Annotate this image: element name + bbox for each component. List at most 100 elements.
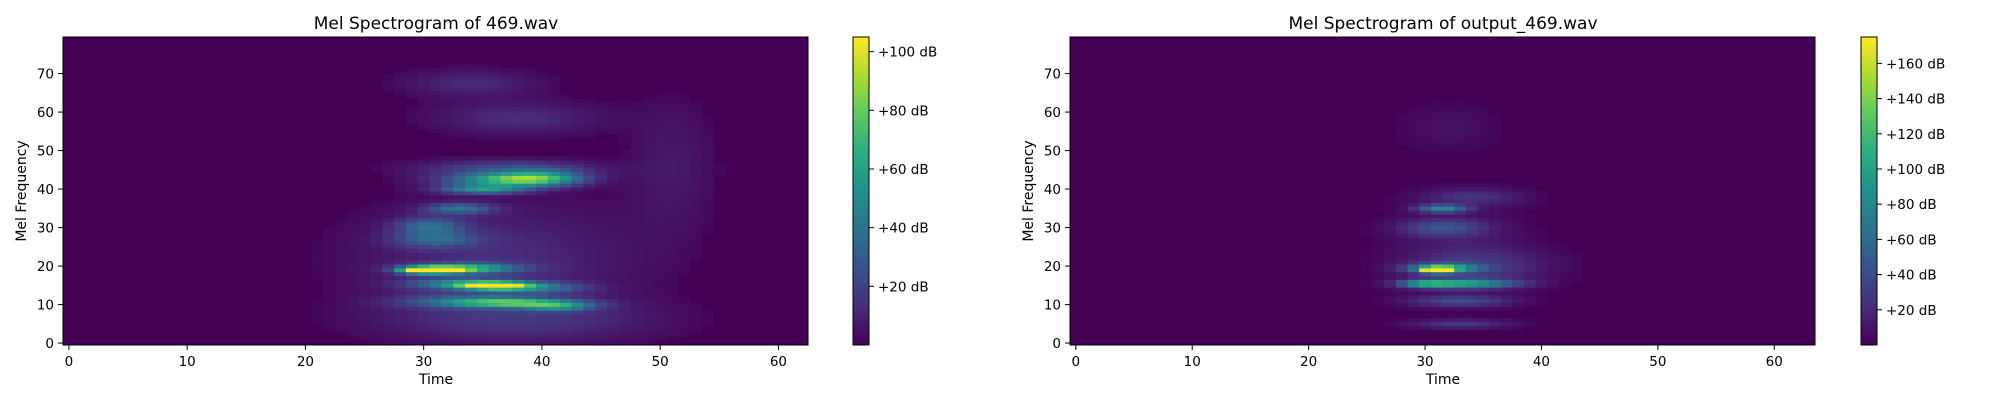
heatmap-cell — [618, 325, 631, 330]
heatmap-cell — [595, 310, 608, 315]
heatmap-cell — [488, 202, 501, 207]
heatmap-cell — [476, 310, 490, 315]
heatmap-cell — [1384, 194, 1397, 200]
heatmap-cell — [571, 156, 584, 161]
y-tick-label: 50 — [1044, 144, 1061, 160]
heatmap-cell — [405, 214, 419, 219]
heatmap-cell — [488, 79, 501, 84]
heatmap-cell — [1419, 214, 1432, 219]
heatmap-cell — [358, 318, 371, 323]
heatmap-cell — [465, 75, 478, 80]
heatmap-cell — [1407, 291, 1420, 296]
heatmap-cell — [677, 114, 691, 119]
heatmap-cell — [1419, 279, 1432, 284]
heatmap-cell — [666, 125, 679, 130]
heatmap-cell — [1419, 191, 1432, 196]
heatmap-cell — [583, 260, 596, 265]
heatmap-cell — [1500, 275, 1513, 280]
heatmap-cell — [500, 321, 513, 327]
heatmap-cell — [429, 321, 442, 327]
heatmap-cell — [1430, 237, 1443, 242]
heatmap-cell — [346, 233, 359, 238]
heatmap-cell — [512, 198, 525, 203]
heatmap-cell — [547, 156, 561, 161]
heatmap-cell — [524, 202, 537, 207]
heatmap-cell — [311, 244, 324, 250]
heatmap-cell — [358, 221, 371, 226]
heatmap-cell — [370, 329, 383, 334]
heatmap-cell — [394, 271, 407, 277]
heatmap-cell — [654, 121, 667, 126]
heatmap-cell — [512, 217, 525, 223]
heatmap-cell — [394, 256, 407, 261]
heatmap-cell — [618, 171, 631, 176]
heatmap-cell — [677, 271, 691, 277]
heatmap-cell — [358, 210, 371, 215]
heatmap-cell — [524, 171, 537, 176]
heatmap-cell — [666, 298, 679, 303]
heatmap-cell — [370, 244, 383, 250]
heatmap-cell — [382, 310, 395, 315]
heatmap-cell — [370, 306, 383, 311]
heatmap-cell — [476, 298, 490, 303]
heatmap-cell — [429, 106, 442, 111]
y-tick-label: 0 — [1052, 336, 1061, 352]
heatmap-cell — [571, 287, 584, 292]
heatmap-cell — [536, 287, 549, 292]
heatmap-cell — [382, 175, 395, 180]
heatmap-cell — [547, 329, 561, 334]
heatmap-cell — [441, 179, 454, 184]
heatmap-cell — [370, 291, 383, 296]
heatmap-cell — [1430, 287, 1443, 292]
heatmap-cell — [405, 206, 419, 211]
heatmap-cell — [571, 214, 584, 219]
heatmap-cell — [547, 167, 561, 173]
heatmap-cell — [1523, 194, 1536, 200]
heatmap-cell — [1372, 283, 1385, 288]
heatmap-cell — [358, 287, 371, 292]
heatmap-cell — [476, 206, 490, 211]
heatmap-cell — [1535, 291, 1548, 296]
heatmap-cell — [1419, 221, 1432, 226]
heatmap-cell — [583, 271, 596, 277]
heatmap-cell — [654, 325, 667, 330]
heatmap-cell — [524, 325, 537, 330]
heatmap-cell — [441, 114, 454, 119]
heatmap-cell — [358, 283, 371, 288]
heatmap-cell — [500, 75, 513, 80]
heatmap-cell — [654, 314, 667, 319]
heatmap-cell — [441, 102, 454, 107]
heatmap-cell — [429, 67, 442, 72]
heatmap-cell — [677, 167, 691, 173]
heatmap-cell — [654, 194, 667, 200]
heatmap-cell — [677, 329, 691, 334]
heatmap-cell — [618, 252, 631, 257]
heatmap-cell — [595, 160, 608, 165]
heatmap-cell — [1547, 241, 1560, 246]
heatmap-cell — [512, 283, 525, 288]
heatmap-cell — [500, 110, 513, 115]
heatmap-cell — [677, 175, 691, 180]
heatmap-cell — [323, 294, 336, 300]
heatmap-cell — [500, 198, 513, 203]
heatmap-cell — [394, 167, 407, 173]
heatmap-cell — [1419, 256, 1432, 261]
heatmap-cell — [595, 275, 608, 280]
heatmap-cell — [642, 229, 655, 234]
heatmap-cell — [536, 129, 549, 134]
heatmap-cell — [334, 221, 348, 226]
heatmap-cell — [1430, 268, 1443, 273]
heatmap-cell — [1465, 314, 1478, 319]
heatmap-cell — [524, 102, 537, 107]
heatmap-cell — [618, 183, 631, 188]
heatmap-cell — [382, 214, 395, 219]
heatmap-cell — [677, 264, 691, 269]
heatmap-cell — [476, 67, 490, 72]
heatmap-cell — [583, 214, 596, 219]
heatmap-cell — [654, 329, 667, 334]
heatmap-cell — [394, 294, 407, 300]
heatmap-cell — [476, 241, 490, 246]
heatmap-cell — [536, 325, 549, 330]
heatmap-cell — [583, 194, 596, 200]
heatmap-cell — [1500, 306, 1513, 311]
